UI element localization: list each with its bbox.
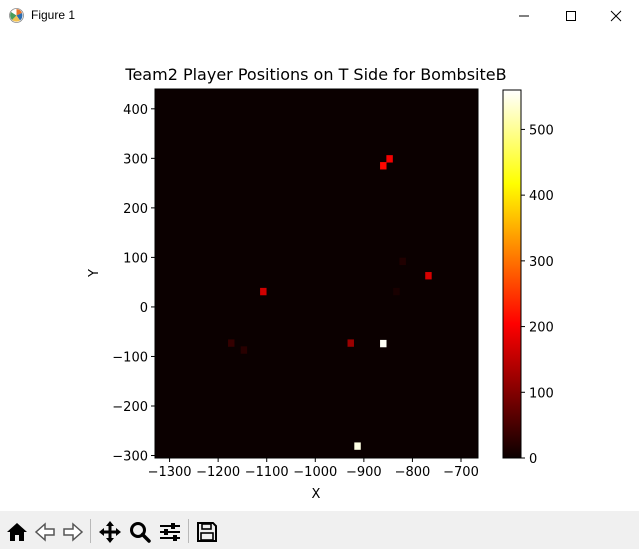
heatmap-cell [386, 155, 393, 163]
navigation-toolbar [0, 511, 639, 549]
save-button[interactable] [194, 519, 220, 545]
zoom-button[interactable] [127, 519, 153, 545]
colorbar-tick-label: 400 [529, 189, 554, 204]
heatmap-cell [347, 339, 354, 347]
window-titlebar: Figure 1 [0, 0, 639, 31]
minimize-button[interactable] [501, 0, 547, 31]
configure-subplots-button[interactable] [157, 519, 183, 545]
x-tick-label: −1200 [196, 465, 240, 480]
minimize-icon [519, 15, 529, 16]
toolbar-separator [90, 519, 91, 543]
y-tick-label: −300 [112, 450, 148, 465]
matplotlib-app-icon [9, 8, 24, 23]
configure-subplots-icon [160, 523, 180, 541]
heatmap-cell [228, 339, 235, 347]
y-tick-label: 300 [123, 152, 148, 167]
y-tick-label: 400 [123, 103, 148, 118]
x-tick-label: −1100 [245, 465, 289, 480]
y-tick-label: −100 [112, 350, 148, 365]
heatmap-cell [399, 257, 406, 266]
heatmap-cell [380, 339, 387, 348]
colorbar-tick-label: 100 [529, 386, 554, 401]
heatmap-cell [380, 162, 387, 170]
figure-canvas[interactable]: Team2 Player Positions on T Side for Bom… [0, 31, 639, 511]
maximize-icon [566, 10, 576, 21]
close-button[interactable] [593, 0, 639, 31]
heatmap-cell [393, 287, 400, 296]
colorbar-tick-label: 200 [529, 321, 554, 336]
pan-button[interactable] [97, 519, 123, 545]
toolbar-separator [188, 519, 189, 543]
forward-button[interactable] [60, 519, 86, 545]
window-title: Figure 1 [31, 8, 76, 22]
x-tick-label: −700 [443, 465, 479, 480]
colorbar-tick-label: 300 [529, 255, 554, 270]
y-tick-label: −200 [112, 400, 148, 415]
heatmap-cell [240, 346, 248, 354]
heatmap-cell [260, 287, 267, 296]
x-tick-label: −800 [395, 465, 431, 480]
pan-icon [99, 521, 121, 543]
x-tick-label: −900 [346, 465, 382, 480]
x-tick-label: −1300 [148, 465, 192, 480]
heatmap-chart: Team2 Player Positions on T Side for Bom… [87, 65, 554, 502]
plot-frame [154, 88, 479, 459]
home-icon [7, 523, 27, 541]
back-button[interactable] [32, 519, 58, 545]
y-tick-label: 100 [123, 251, 148, 266]
x-axis-label: X [312, 487, 321, 502]
heatmap-cell [354, 442, 361, 450]
plot-area[interactable] [155, 89, 478, 458]
colorbar-tick-label: 500 [529, 123, 554, 138]
zoom-icon [130, 522, 151, 543]
home-button[interactable] [4, 519, 30, 545]
colorbar-tick-label: 0 [529, 452, 537, 467]
x-tick-label: −1000 [293, 465, 337, 480]
forward-icon [63, 522, 84, 542]
close-icon [610, 10, 622, 21]
back-icon [34, 522, 55, 542]
chart-title: Team2 Player Positions on T Side for Bom… [124, 65, 506, 84]
heatmap-cell [425, 272, 432, 280]
maximize-button[interactable] [548, 0, 594, 31]
y-tick-label: 0 [140, 301, 148, 316]
colorbar [502, 89, 522, 459]
save-icon [197, 522, 217, 542]
y-axis-label: Y [87, 269, 102, 278]
y-tick-label: 200 [123, 202, 148, 217]
